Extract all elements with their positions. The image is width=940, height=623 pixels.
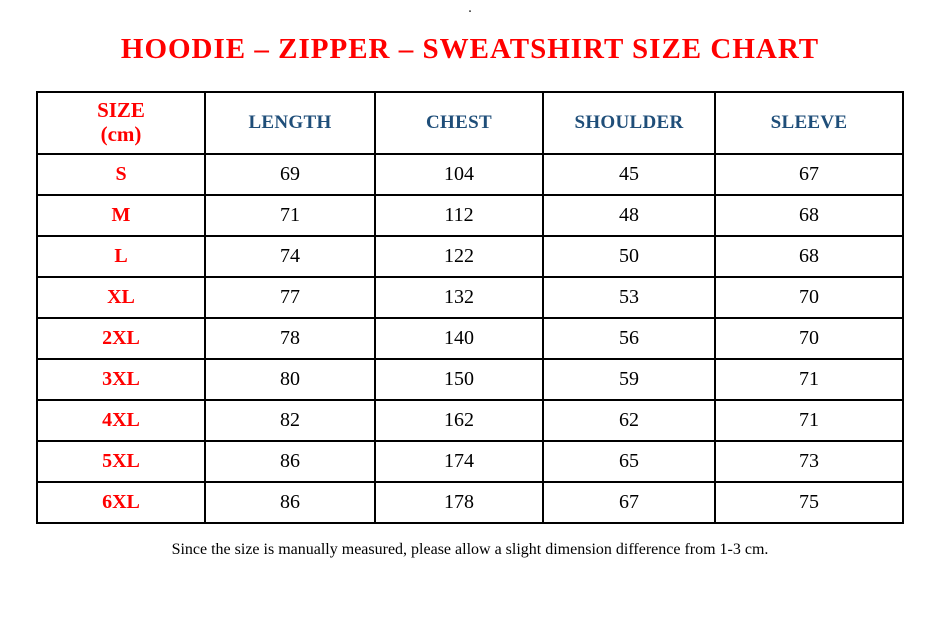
size-cell: L — [36, 235, 206, 278]
table-row-6xl: 6XL 86 178 67 75 — [36, 481, 904, 524]
size-cell: S — [36, 153, 206, 196]
size-cell: 5XL — [36, 440, 206, 483]
chest-cell: 132 — [374, 276, 544, 319]
table-row-2xl: 2XL 78 140 56 70 — [36, 317, 904, 360]
chest-cell: 104 — [374, 153, 544, 196]
shoulder-cell: 56 — [542, 317, 716, 360]
page-title: HOODIE – ZIPPER – SWEATSHIRT SIZE CHART — [120, 33, 820, 65]
length-cell: 74 — [204, 235, 376, 278]
chest-cell: 112 — [374, 194, 544, 237]
sleeve-cell: 70 — [714, 317, 904, 360]
length-cell: 69 — [204, 153, 376, 196]
shoulder-cell: 62 — [542, 399, 716, 442]
chest-cell: 150 — [374, 358, 544, 401]
header-cell-shoulder: SHOULDER — [542, 91, 716, 155]
chest-cell: 178 — [374, 481, 544, 524]
sleeve-cell: 75 — [714, 481, 904, 524]
shoulder-cell: 53 — [542, 276, 716, 319]
sleeve-cell: 71 — [714, 358, 904, 401]
table-row-l: L 74 122 50 68 — [36, 235, 904, 278]
shoulder-cell: 59 — [542, 358, 716, 401]
size-cell: 4XL — [36, 399, 206, 442]
chest-cell: 140 — [374, 317, 544, 360]
table-row-5xl: 5XL 86 174 65 73 — [36, 440, 904, 483]
header-size-line2: (cm) — [100, 122, 142, 146]
header-cell-chest: CHEST — [374, 91, 544, 155]
table-row-xl: XL 77 132 53 70 — [36, 276, 904, 319]
size-cell: M — [36, 194, 206, 237]
table-row-3xl: 3XL 80 150 59 71 — [36, 358, 904, 401]
table-row-m: M 71 112 48 68 — [36, 194, 904, 237]
length-cell: 82 — [204, 399, 376, 442]
sleeve-cell: 67 — [714, 153, 904, 196]
header-size-line1: SIZE — [97, 98, 145, 123]
length-cell: 80 — [204, 358, 376, 401]
top-dot-artifact: . — [468, 3, 472, 15]
shoulder-cell: 50 — [542, 235, 716, 278]
length-cell: 71 — [204, 194, 376, 237]
header-cell-sleeve: SLEEVE — [714, 91, 904, 155]
sleeve-cell: 71 — [714, 399, 904, 442]
sleeve-cell: 73 — [714, 440, 904, 483]
size-chart-table: SIZE (cm) LENGTH CHEST SHOULDER SLEEVE S… — [36, 91, 904, 524]
table-row-4xl: 4XL 82 162 62 71 — [36, 399, 904, 442]
size-cell: 6XL — [36, 481, 206, 524]
size-cell: 2XL — [36, 317, 206, 360]
header-cell-size: SIZE (cm) — [36, 91, 206, 155]
sleeve-cell: 68 — [714, 235, 904, 278]
shoulder-cell: 48 — [542, 194, 716, 237]
shoulder-cell: 65 — [542, 440, 716, 483]
length-cell: 78 — [204, 317, 376, 360]
chest-cell: 162 — [374, 399, 544, 442]
sleeve-cell: 70 — [714, 276, 904, 319]
measurement-disclaimer: Since the size is manually measured, ple… — [171, 541, 769, 558]
length-cell: 86 — [204, 440, 376, 483]
chest-cell: 174 — [374, 440, 544, 483]
length-cell: 86 — [204, 481, 376, 524]
size-cell: XL — [36, 276, 206, 319]
length-cell: 77 — [204, 276, 376, 319]
table-header-row: SIZE (cm) LENGTH CHEST SHOULDER SLEEVE — [36, 91, 904, 155]
size-cell: 3XL — [36, 358, 206, 401]
shoulder-cell: 67 — [542, 481, 716, 524]
chest-cell: 122 — [374, 235, 544, 278]
sleeve-cell: 68 — [714, 194, 904, 237]
header-cell-length: LENGTH — [204, 91, 376, 155]
table-row-s: S 69 104 45 67 — [36, 153, 904, 196]
shoulder-cell: 45 — [542, 153, 716, 196]
